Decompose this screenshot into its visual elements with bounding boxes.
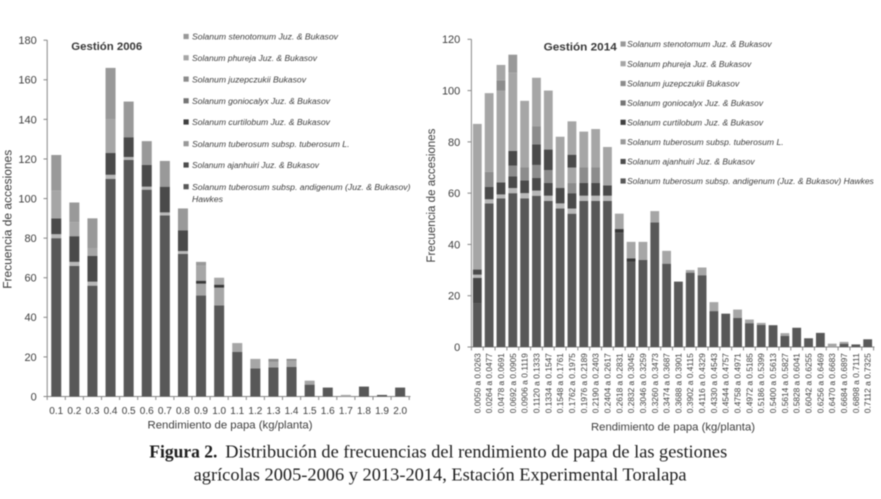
svg-text:20: 20 bbox=[448, 291, 460, 303]
svg-text:100: 100 bbox=[442, 85, 460, 97]
svg-text:0.2832 a 0.3045: 0.2832 a 0.3045 bbox=[626, 353, 636, 413]
svg-text:20: 20 bbox=[24, 352, 36, 364]
svg-text:Hawkes: Hawkes bbox=[192, 194, 224, 204]
svg-text:Solanum tuberosum subsp. andig: Solanum tuberosum subsp. andigenum (Juz.… bbox=[627, 176, 874, 186]
svg-text:Solanum stenotomum Juz. & Buka: Solanum stenotomum Juz. & Bukasov bbox=[192, 32, 339, 42]
svg-text:0.0264 a 0.0477: 0.0264 a 0.0477 bbox=[484, 353, 494, 413]
svg-text:Solanum ajanhuiri Juz. & Bukas: Solanum ajanhuiri Juz. & Bukasov bbox=[192, 160, 320, 170]
svg-text:1.2: 1.2 bbox=[248, 406, 262, 417]
svg-text:Solanum juzepczukii Bukasov: Solanum juzepczukii Bukasov bbox=[627, 79, 740, 89]
svg-text:Solanum goniocalyx Juz. & Buka: Solanum goniocalyx Juz. & Bukasov bbox=[192, 96, 331, 106]
svg-text:0.2618 a 0.2831: 0.2618 a 0.2831 bbox=[614, 353, 624, 413]
svg-text:Solanum juzepczukii Bukasov: Solanum juzepczukii Bukasov bbox=[192, 74, 307, 84]
svg-text:40: 40 bbox=[24, 312, 36, 324]
svg-text:0.1762 a 0.1975: 0.1762 a 0.1975 bbox=[567, 353, 577, 413]
svg-text:0.5828 a 0.6041: 0.5828 a 0.6041 bbox=[792, 353, 802, 413]
svg-text:Solanum stenotomum Juz. & Buka: Solanum stenotomum Juz. & Bukasov bbox=[627, 39, 772, 49]
svg-text:180: 180 bbox=[18, 35, 36, 47]
svg-text:1.1: 1.1 bbox=[230, 406, 244, 417]
svg-text:120: 120 bbox=[442, 34, 460, 46]
svg-text:0.2: 0.2 bbox=[67, 406, 81, 417]
svg-text:0.5400 a 0.5613: 0.5400 a 0.5613 bbox=[768, 353, 778, 413]
svg-text:1.0: 1.0 bbox=[212, 406, 226, 417]
svg-text:0.6898 a 0.7111: 0.6898 a 0.7111 bbox=[851, 353, 861, 413]
svg-text:1.8: 1.8 bbox=[357, 406, 371, 417]
svg-text:0.5614 a 0.5827: 0.5614 a 0.5827 bbox=[780, 353, 790, 413]
svg-text:0.2190 a 0.2403: 0.2190 a 0.2403 bbox=[591, 353, 601, 413]
svg-text:60: 60 bbox=[448, 188, 460, 200]
svg-text:Distribución de frecuencias de: Distribución de frecuencias del rendimie… bbox=[225, 442, 727, 462]
svg-text:Frecuencia de accesiones: Frecuencia de accesiones bbox=[3, 150, 15, 289]
svg-text:0.3046 a 0.3259: 0.3046 a 0.3259 bbox=[638, 353, 648, 413]
svg-text:Solanum phureja Juz. & Bukasov: Solanum phureja Juz. & Bukasov bbox=[627, 59, 752, 69]
svg-text:Solanum goniocalyx Juz. & Buka: Solanum goniocalyx Juz. & Bukasov bbox=[627, 98, 764, 108]
svg-text:Solanum curtilobum Juz. & Buka: Solanum curtilobum Juz. & Bukasov bbox=[192, 117, 331, 127]
svg-text:60: 60 bbox=[24, 273, 36, 285]
svg-text:0.6684 a 0.6897: 0.6684 a 0.6897 bbox=[839, 353, 849, 413]
svg-text:1.7: 1.7 bbox=[339, 406, 353, 417]
svg-text:100: 100 bbox=[18, 193, 36, 205]
svg-text:120: 120 bbox=[18, 154, 36, 166]
svg-text:0.8: 0.8 bbox=[176, 406, 190, 417]
svg-text:Frecuencia de accesiones: Frecuencia de accesiones bbox=[426, 128, 438, 262]
svg-text:0.0906 a 0.1119: 0.0906 a 0.1119 bbox=[520, 353, 530, 413]
svg-text:agrícolas 2005-2006 y 2013-201: agrícolas 2005-2006 y 2013-2014, Estació… bbox=[194, 464, 687, 484]
svg-text:0.1334 a 0.1547: 0.1334 a 0.1547 bbox=[543, 353, 553, 413]
svg-text:1.9: 1.9 bbox=[375, 406, 389, 417]
svg-text:Solanum phureja Juz. & Bukasov: Solanum phureja Juz. & Bukasov bbox=[192, 53, 318, 63]
svg-text:40: 40 bbox=[448, 239, 460, 251]
svg-text:0.3260 a 0.3473: 0.3260 a 0.3473 bbox=[650, 353, 660, 413]
svg-text:0.6256 a 0.6469: 0.6256 a 0.6469 bbox=[815, 353, 825, 413]
svg-text:Solanum tuberosum subsp. andig: Solanum tuberosum subsp. andigenum (Juz.… bbox=[192, 182, 411, 192]
svg-text:Rendimiento de papa (kg/planta: Rendimiento de papa (kg/planta) bbox=[148, 420, 313, 432]
svg-text:0.6: 0.6 bbox=[140, 406, 154, 417]
svg-text:0.0050 a 0.0263: 0.0050 a 0.0263 bbox=[472, 353, 482, 413]
svg-text:0.3: 0.3 bbox=[85, 406, 99, 417]
svg-text:1.4: 1.4 bbox=[285, 406, 299, 417]
svg-text:2.0: 2.0 bbox=[393, 406, 407, 417]
svg-text:0.1120 a 0.1333: 0.1120 a 0.1333 bbox=[531, 353, 541, 413]
svg-text:Gestión 2006: Gestión 2006 bbox=[71, 41, 142, 53]
svg-text:140: 140 bbox=[18, 114, 36, 126]
svg-text:0.4544 a 0.4757: 0.4544 a 0.4757 bbox=[721, 353, 731, 413]
svg-text:0.1976 a 0.2189: 0.1976 a 0.2189 bbox=[579, 353, 589, 413]
svg-text:0.1: 0.1 bbox=[49, 406, 63, 417]
svg-text:Solanum tuberosum subsp. tuber: Solanum tuberosum subsp. tuberosum L. bbox=[627, 137, 784, 147]
svg-text:0.3474 a 0.3687: 0.3474 a 0.3687 bbox=[662, 353, 672, 413]
svg-text:0.9: 0.9 bbox=[194, 406, 208, 417]
svg-text:0.4330 a 0.4543: 0.4330 a 0.4543 bbox=[709, 353, 719, 413]
svg-text:0.7112 a 0.7325: 0.7112 a 0.7325 bbox=[863, 353, 873, 413]
svg-text:Solanum curtilobum Juz. & Buka: Solanum curtilobum Juz. & Bukasov bbox=[627, 118, 764, 128]
svg-text:Figura 2.: Figura 2. bbox=[149, 442, 217, 462]
svg-text:0.6042 a 0.6255: 0.6042 a 0.6255 bbox=[804, 353, 814, 413]
svg-text:1.3: 1.3 bbox=[266, 406, 280, 417]
svg-text:Gestión 2014: Gestión 2014 bbox=[544, 41, 618, 53]
svg-text:0.5: 0.5 bbox=[122, 406, 136, 417]
svg-text:0.6470 a 0.6683: 0.6470 a 0.6683 bbox=[827, 353, 837, 413]
svg-text:0.4116 a 0.4329: 0.4116 a 0.4329 bbox=[697, 353, 707, 413]
svg-text:0.5186 a 0.5399: 0.5186 a 0.5399 bbox=[756, 353, 766, 413]
svg-text:80: 80 bbox=[448, 137, 460, 149]
svg-text:0.4972 a 0.5185: 0.4972 a 0.5185 bbox=[744, 353, 754, 413]
svg-text:80: 80 bbox=[24, 233, 36, 245]
svg-text:0.4758 a 0.4971: 0.4758 a 0.4971 bbox=[733, 353, 743, 413]
svg-text:0.3902 a 0.4115: 0.3902 a 0.4115 bbox=[685, 353, 695, 413]
svg-text:0.0692 a 0.0905: 0.0692 a 0.0905 bbox=[508, 353, 518, 413]
svg-text:Rendimiento de papa (kg/planta: Rendimiento de papa (kg/planta) bbox=[591, 422, 755, 434]
svg-text:0: 0 bbox=[31, 391, 37, 403]
svg-text:0.0478 a 0.0691: 0.0478 a 0.0691 bbox=[496, 353, 506, 413]
svg-text:0.4: 0.4 bbox=[104, 406, 118, 417]
svg-text:Solanum tuberosum subsp. tuber: Solanum tuberosum subsp. tuberosum L. bbox=[192, 139, 350, 149]
svg-text:0.2404 a 0.2617: 0.2404 a 0.2617 bbox=[602, 353, 612, 413]
svg-text:1.6: 1.6 bbox=[321, 406, 335, 417]
svg-text:0.7: 0.7 bbox=[158, 406, 172, 417]
svg-text:0.3688 a 0.3901: 0.3688 a 0.3901 bbox=[673, 353, 683, 413]
svg-text:Solanum ajanhuiri Juz. & Bukas: Solanum ajanhuiri Juz. & Bukasov bbox=[627, 157, 755, 167]
svg-text:160: 160 bbox=[18, 75, 36, 87]
svg-text:0: 0 bbox=[454, 342, 460, 354]
svg-text:0.1548 a 0.1761: 0.1548 a 0.1761 bbox=[555, 353, 565, 413]
svg-text:1.5: 1.5 bbox=[303, 406, 317, 417]
